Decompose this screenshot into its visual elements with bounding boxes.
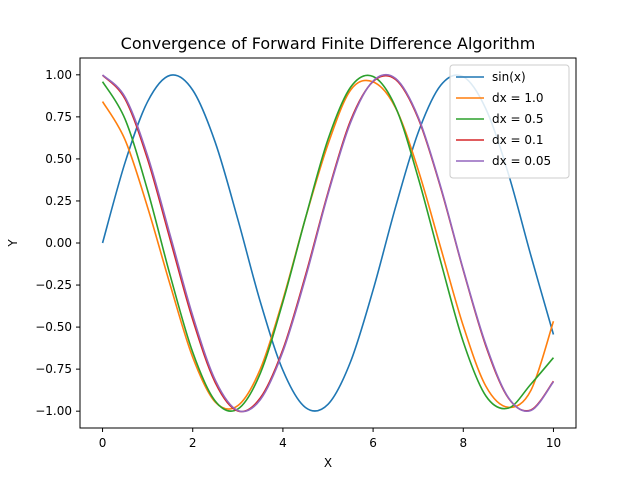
- legend: sin(x) dx = 1.0 dx = 0.5 dx = 0.1 dx = 0.05: [449, 64, 570, 179]
- legend-label: sin(x): [492, 70, 526, 84]
- x-axis-label: X: [324, 456, 332, 470]
- y-tick-label: −1.00: [35, 404, 72, 418]
- y-tick-label: −0.25: [35, 278, 72, 292]
- y-axis: −1.00 −0.75 −0.50 −0.25 0.00 0.25 0.50 0.75 1.00: [35, 68, 80, 418]
- x-tick-label: 2: [189, 436, 197, 450]
- y-tick-label: −0.75: [35, 362, 72, 376]
- legend-label: dx = 0.1: [492, 133, 544, 147]
- x-tick-label: 8: [459, 436, 467, 450]
- legend-box: [449, 64, 570, 179]
- y-tick-label: 1.00: [45, 68, 72, 82]
- x-tick-label: 4: [279, 436, 287, 450]
- chart-title: Convergence of Forward Finite Difference…: [121, 34, 536, 53]
- x-tick-label: 6: [369, 436, 377, 450]
- series-line-1: [101, 79, 555, 410]
- x-tick-label: 10: [546, 436, 561, 450]
- x-axis: 0 2 4 6 8 10: [99, 428, 561, 450]
- series-line-2: [101, 74, 555, 412]
- y-axis-label: Y: [6, 239, 20, 248]
- y-tick-label: 0.50: [45, 152, 72, 166]
- y-tick-label: −0.50: [35, 320, 72, 334]
- y-tick-label: 0.00: [45, 236, 72, 250]
- series-line-4: [101, 73, 555, 413]
- legend-label: dx = 0.5: [492, 112, 544, 126]
- y-tick-label: 0.25: [45, 194, 72, 208]
- x-tick-label: 0: [99, 436, 107, 450]
- legend-label: dx = 1.0: [492, 91, 544, 105]
- legend-label: dx = 0.05: [492, 154, 551, 168]
- y-tick-label: 0.75: [45, 110, 72, 124]
